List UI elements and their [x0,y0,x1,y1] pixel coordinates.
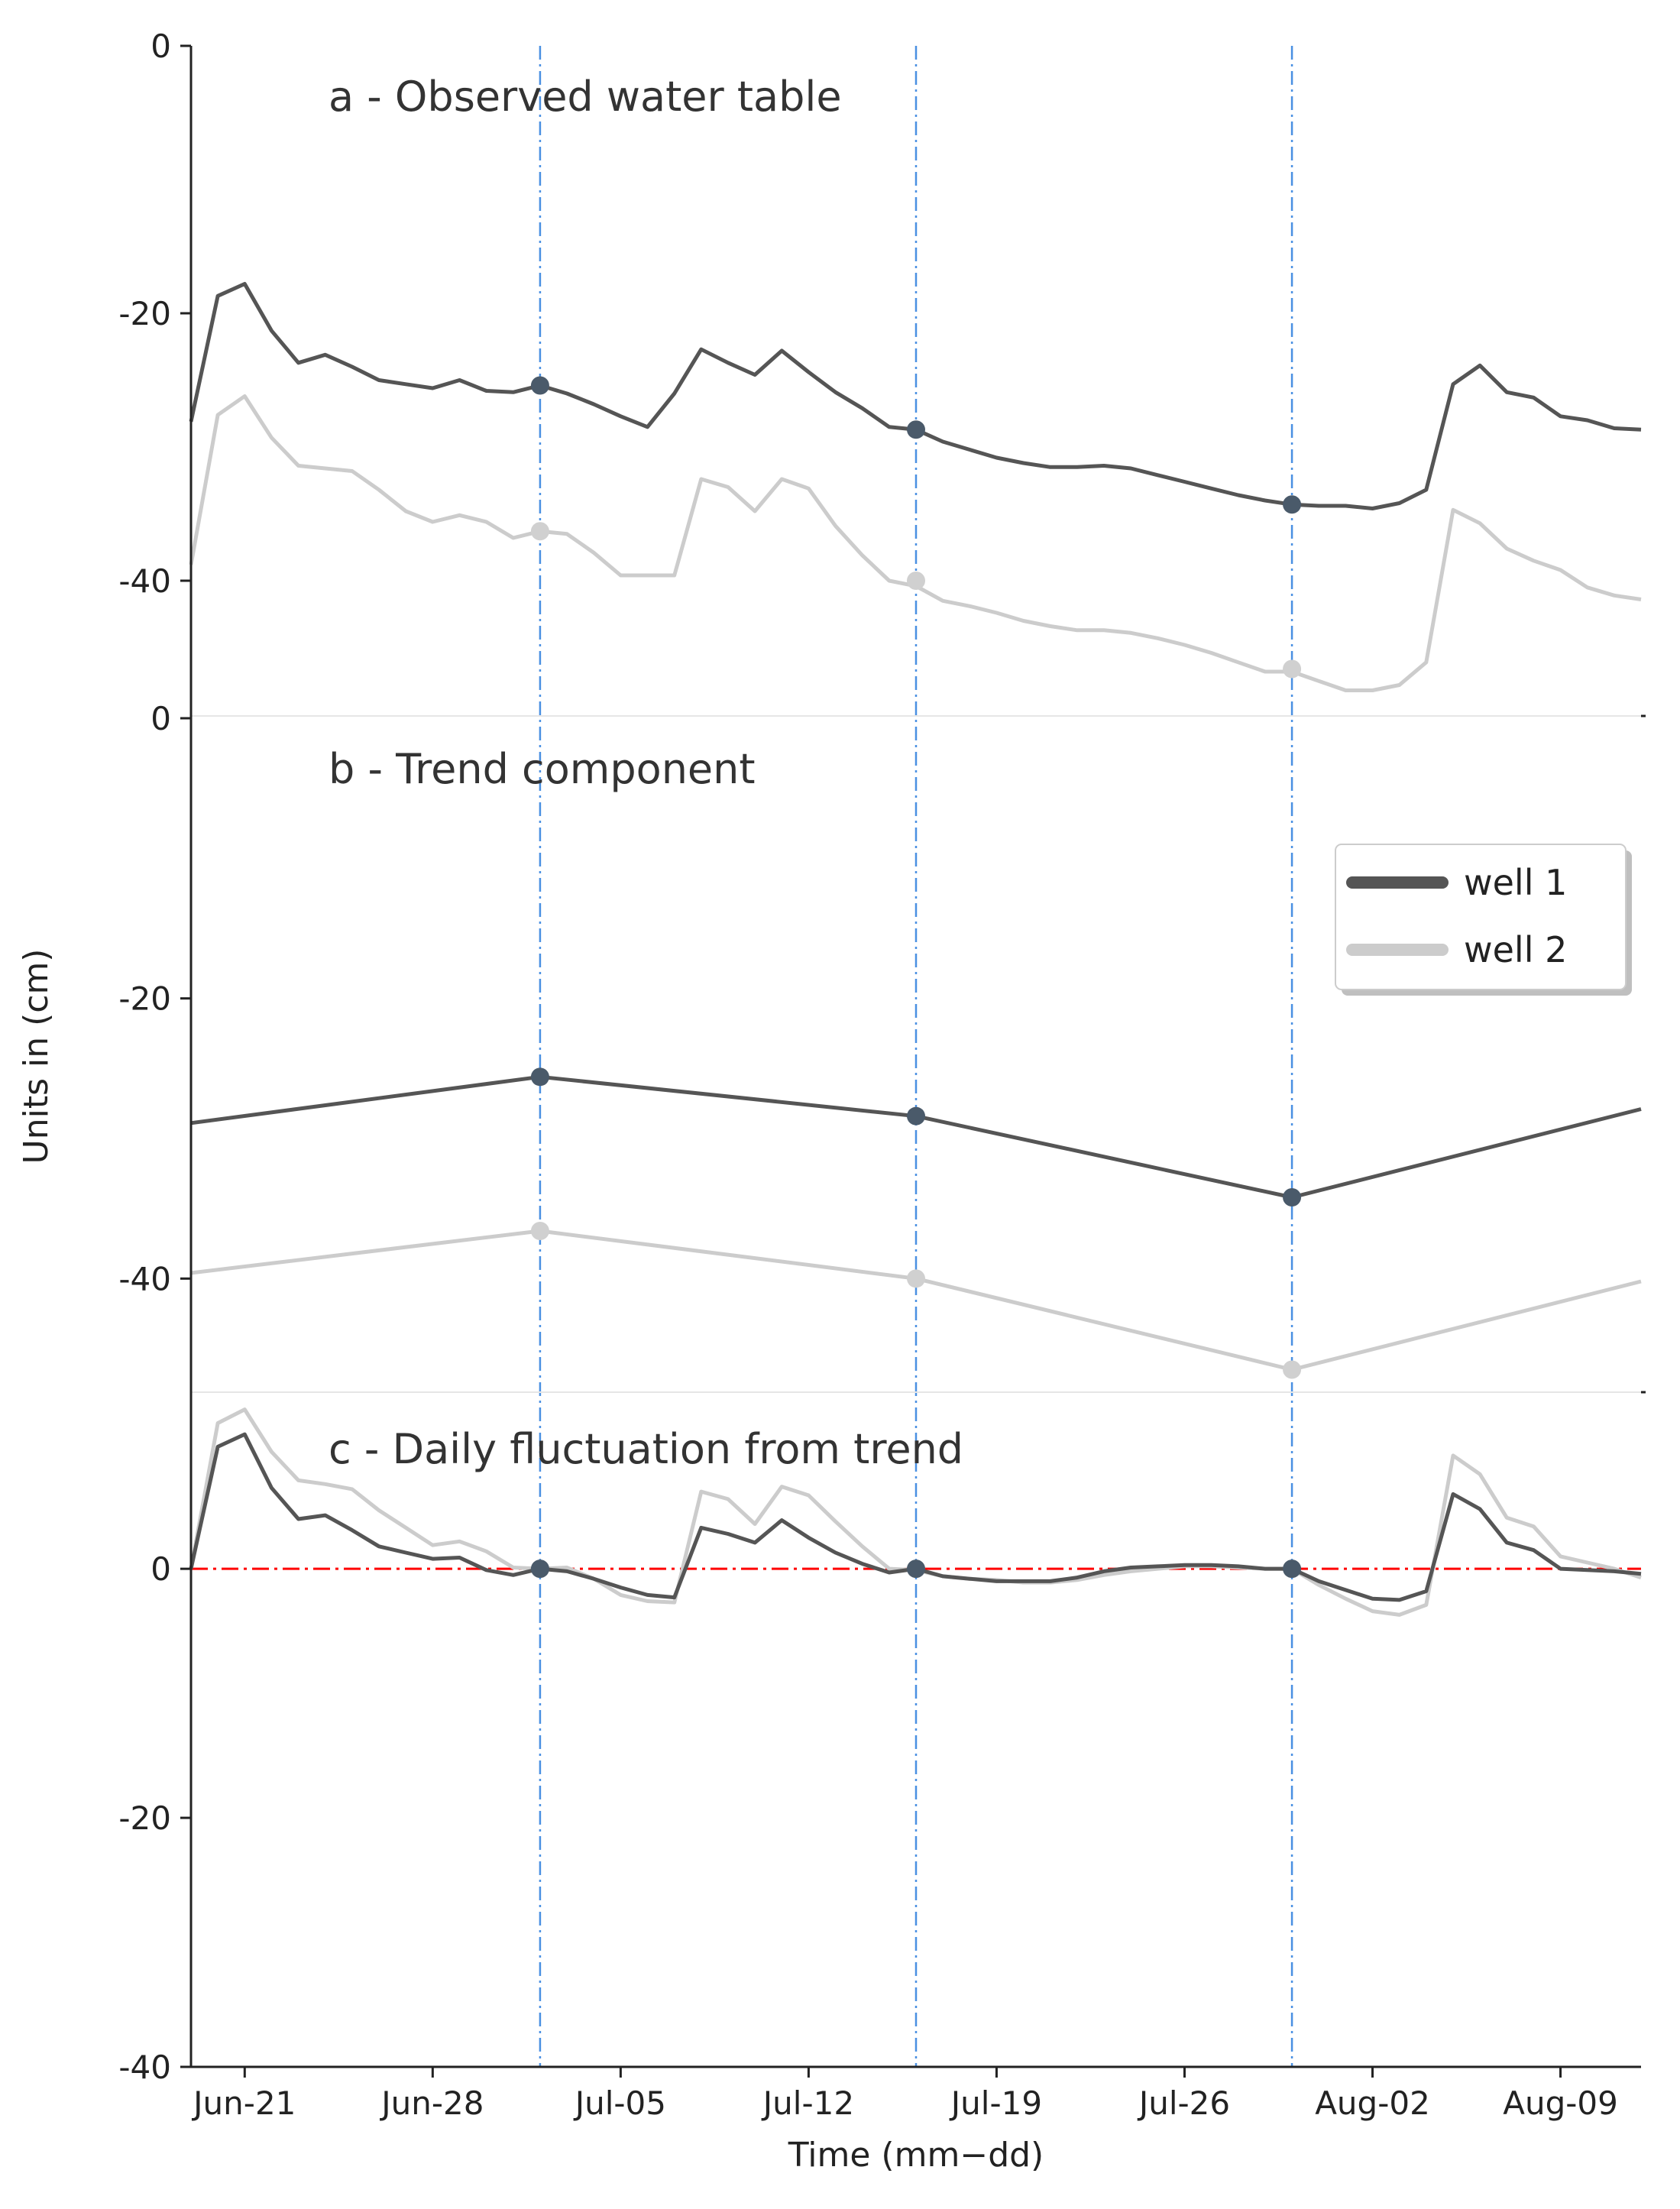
data-point-well-1 [1283,495,1302,514]
data-point-well-1 [530,1067,549,1087]
data-point-well-2 [530,1222,549,1240]
data-point-well-2 [907,1269,925,1288]
y-tick-label: 0 [151,28,171,65]
data-point-well-2 [1283,659,1302,679]
y-tick-label: -20 [118,295,171,332]
y-tick-label: -20 [118,980,171,1018]
x-tick-label: Jun-21 [191,2084,296,2122]
panel-c: c - Daily fluctuation from trend [189,1391,1646,1617]
data-point-well-1 [530,1560,549,1579]
y-tick-label: -20 [118,1799,171,1837]
x-tick-label: Jul-19 [949,2084,1042,2122]
y-tick-label: -40 [118,562,171,600]
data-point-well-2 [1283,1360,1302,1379]
data-point-well-1 [530,376,549,395]
data-point-well-1 [1283,1560,1302,1579]
legend-label: well 2 [1464,929,1567,970]
data-point-well-1 [907,420,925,439]
x-tick-label: Aug-09 [1503,2084,1618,2122]
data-point-well-1 [907,1106,925,1126]
y-tick-label: 0 [151,1550,171,1588]
x-tick-label: Jun-28 [379,2084,484,2122]
data-point-well-1 [1283,1188,1302,1207]
y-axis-label: Units in (cm) [17,949,56,1164]
x-tick-label: Aug-02 [1315,2084,1430,2122]
panel-title: a - Observed water table [329,73,842,121]
legend-label: well 1 [1464,862,1567,903]
data-point-well-2 [530,522,549,541]
panel-title: c - Daily fluctuation from trend [329,1425,963,1473]
x-tick-label: Jul-12 [761,2084,854,2122]
panel-b: b - Trend component [190,714,1646,1379]
y-tick-label: -40 [118,1260,171,1297]
data-point-well-1 [907,1560,925,1579]
x-tick-label: Jul-26 [1137,2084,1230,2122]
panel-title: b - Trend component [329,745,756,793]
x-axis-label: Time (mm−dd) [788,2136,1044,2175]
data-point-well-2 [907,572,925,590]
y-tick-label: -40 [118,2049,171,2086]
y-tick-label: 0 [151,700,171,737]
x-tick-label: Jul-05 [573,2084,666,2122]
panel-a: a - Observed water table [189,73,1642,692]
